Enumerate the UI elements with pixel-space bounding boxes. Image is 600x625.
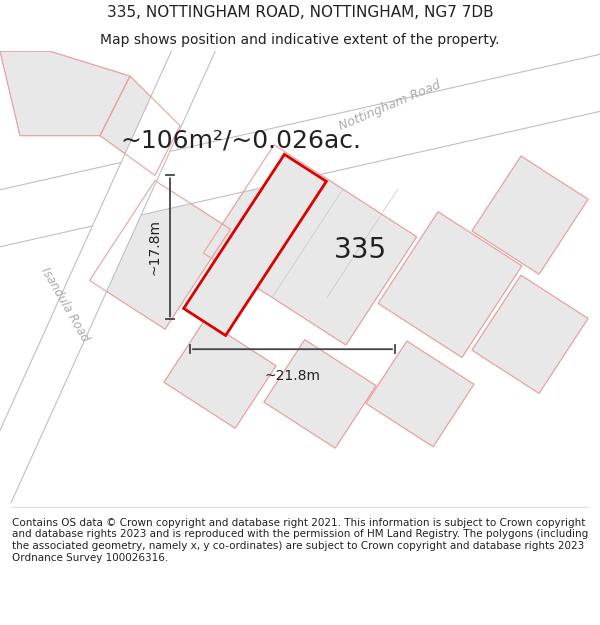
- Polygon shape: [366, 341, 474, 447]
- Text: 335, NOTTINGHAM ROAD, NOTTINGHAM, NG7 7DB: 335, NOTTINGHAM ROAD, NOTTINGHAM, NG7 7D…: [107, 5, 493, 20]
- Text: Nottingham Road: Nottingham Road: [337, 79, 443, 133]
- Text: Map shows position and indicative extent of the property.: Map shows position and indicative extent…: [100, 33, 500, 47]
- Polygon shape: [0, 51, 130, 136]
- Polygon shape: [472, 156, 588, 274]
- Polygon shape: [472, 275, 588, 393]
- Polygon shape: [0, 49, 600, 252]
- Text: 335: 335: [334, 236, 386, 264]
- Text: ~17.8m: ~17.8m: [148, 219, 162, 276]
- Text: Isandula Road: Isandula Road: [38, 265, 92, 344]
- Text: Contains OS data © Crown copyright and database right 2021. This information is : Contains OS data © Crown copyright and d…: [12, 518, 588, 562]
- Polygon shape: [264, 339, 376, 448]
- Polygon shape: [100, 76, 180, 176]
- Polygon shape: [0, 28, 218, 531]
- Polygon shape: [164, 320, 276, 428]
- Polygon shape: [89, 181, 230, 329]
- Text: ~21.8m: ~21.8m: [265, 369, 320, 383]
- Polygon shape: [378, 212, 522, 358]
- Text: ~106m²/~0.026ac.: ~106m²/~0.026ac.: [120, 129, 361, 152]
- Polygon shape: [203, 145, 416, 345]
- Polygon shape: [184, 154, 326, 336]
